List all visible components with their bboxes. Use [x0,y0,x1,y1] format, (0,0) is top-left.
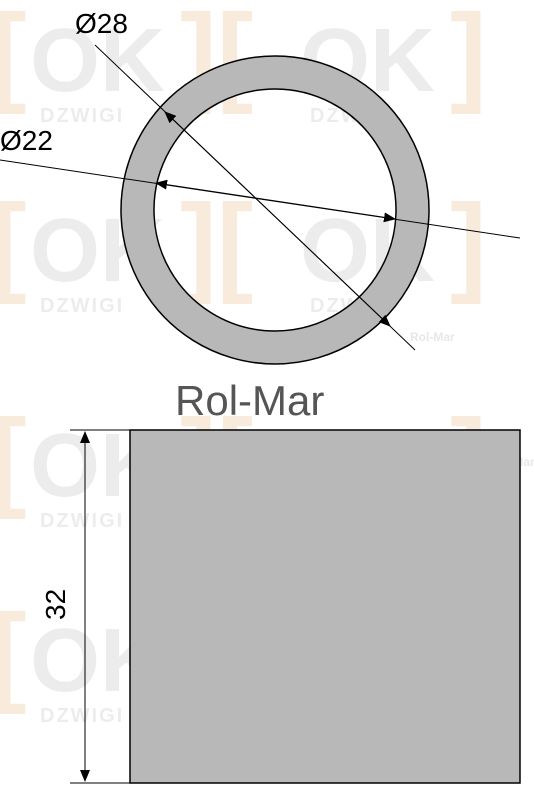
inner-diameter-label: Ø22 [0,125,53,157]
inner-diameter-line [0,160,520,238]
height-dimension [70,430,130,783]
outer-diameter-label: Ø28 [75,8,128,40]
content-layer: Ø28 Ø22 32 Rol-Mar [0,0,534,797]
diagram-title: Rol-Mar [175,377,324,425]
ring-shape [121,56,429,364]
rect-shape [130,430,520,783]
height-label: 32 [40,589,72,620]
